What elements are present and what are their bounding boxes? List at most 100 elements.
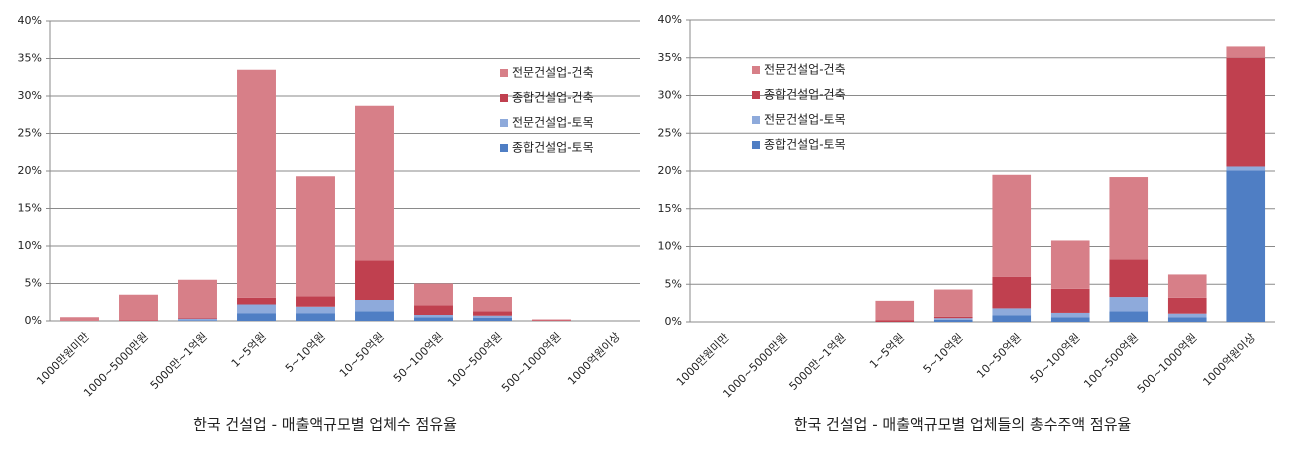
- x-tick-label: 1000~5000만원: [81, 330, 151, 400]
- bar-segment: [178, 279, 217, 318]
- x-tick-label: 50~100억원: [1028, 331, 1083, 386]
- bar-segment: [414, 305, 453, 315]
- legend-swatch: [500, 119, 508, 127]
- bar-segment: [875, 300, 915, 321]
- bar-segment: [1050, 240, 1090, 289]
- x-tick-label: 5000만~1억원: [787, 331, 849, 393]
- bar-segment: [992, 276, 1032, 309]
- y-tick-label: 5%: [665, 277, 682, 290]
- bar-segment: [1050, 288, 1090, 313]
- x-tick-label: 5~10억원: [283, 330, 328, 375]
- bar-segment: [473, 297, 512, 312]
- bar-segment: [1167, 313, 1207, 318]
- bar-segment: [1109, 311, 1149, 322]
- legend-swatch: [500, 144, 508, 152]
- y-tick-label: 15%: [18, 202, 42, 215]
- x-tick-label: 1~5억원: [229, 330, 269, 370]
- legend-swatch: [752, 91, 760, 99]
- bar-segment: [1109, 177, 1149, 260]
- legend-label: 전문건설업-건축: [764, 63, 846, 77]
- y-tick-label: 25%: [18, 127, 42, 140]
- bar-segment: [296, 176, 335, 297]
- x-tick-label: 5~10억원: [921, 331, 966, 376]
- bar-segment: [355, 260, 394, 300]
- legend-swatch: [500, 69, 508, 77]
- bar-segment: [355, 105, 394, 261]
- chart-title: 한국 건설업 - 매출액규모별 업체수 점유율: [193, 416, 457, 434]
- legend-label: 전문건설업-토목: [512, 116, 594, 130]
- bar-segment: [414, 315, 453, 318]
- y-tick-label: 20%: [658, 164, 682, 177]
- bar-segment: [178, 318, 217, 319]
- bar-segment: [473, 311, 512, 316]
- bar-segment: [296, 306, 335, 314]
- bar-segment: [178, 320, 217, 321]
- y-tick-label: 0%: [665, 315, 682, 328]
- bar-segment: [1226, 170, 1266, 322]
- bar-segment: [933, 318, 973, 320]
- bar-segment: [1109, 297, 1149, 312]
- bar-segment: [414, 283, 453, 306]
- y-tick-label: 15%: [658, 202, 682, 215]
- y-tick-label: 10%: [658, 240, 682, 253]
- bar-segment: [1167, 317, 1207, 322]
- bar-segment: [532, 320, 571, 321]
- x-tick-label: 1000~5000만원: [720, 331, 790, 401]
- bar-segment: [60, 317, 99, 321]
- legend-swatch: [500, 94, 508, 102]
- bar-segment: [296, 313, 335, 321]
- bar-segment: [992, 308, 1032, 316]
- legend-label: 종합건설업-토목: [764, 138, 846, 152]
- y-tick-label: 30%: [18, 89, 42, 102]
- bar-segment: [1226, 46, 1266, 58]
- x-tick-label: 10~50억원: [337, 330, 387, 380]
- bar-segment: [992, 174, 1032, 277]
- x-tick-label: 1~5억원: [867, 331, 907, 371]
- chart-title: 한국 건설업 - 매출액규모별 업체들의 총수주액 점유율: [794, 416, 1132, 434]
- y-tick-label: 35%: [658, 51, 682, 64]
- x-tick-label: 500~1000억원: [1135, 331, 1200, 396]
- y-tick-label: 5%: [25, 277, 42, 290]
- bar-segment: [1050, 317, 1090, 322]
- bar-segment: [1109, 259, 1149, 298]
- y-tick-label: 40%: [658, 13, 682, 26]
- bar-segment: [119, 320, 158, 321]
- bar-segment: [933, 289, 973, 317]
- x-tick-label: 50~100억원: [391, 330, 446, 385]
- legend-label: 전문건설업-토목: [764, 113, 846, 127]
- x-tick-label: 500~1000억원: [499, 330, 564, 395]
- x-tick-label: 100~500억원: [1081, 331, 1141, 391]
- y-tick-label: 30%: [658, 89, 682, 102]
- bar-segment: [532, 319, 571, 321]
- bar-segment: [355, 300, 394, 312]
- y-tick-label: 0%: [25, 314, 42, 327]
- y-tick-label: 20%: [18, 164, 42, 177]
- legend-swatch: [752, 141, 760, 149]
- legend-swatch: [752, 66, 760, 74]
- bar-segment: [237, 69, 276, 298]
- bar-segment: [237, 297, 276, 305]
- bar-segment: [473, 315, 512, 318]
- bar-segment: [296, 296, 335, 307]
- bar-segment: [933, 319, 973, 322]
- bar-segment: [1226, 57, 1266, 167]
- legend-label: 종합건설업-토목: [512, 141, 594, 155]
- legend-swatch: [752, 116, 760, 124]
- x-tick-label: 100~500억원: [445, 330, 505, 390]
- bar-segment: [119, 294, 158, 321]
- bar-segment: [1167, 297, 1207, 314]
- bar-segment: [992, 315, 1032, 322]
- y-tick-label: 35%: [18, 52, 42, 65]
- y-tick-label: 40%: [18, 14, 42, 27]
- legend-label: 종합건설업-건축: [512, 91, 594, 105]
- bar-segment: [933, 316, 973, 319]
- bar-segment: [1050, 312, 1090, 318]
- bar-segment: [178, 318, 217, 321]
- x-tick-label: 10~50억원: [974, 331, 1024, 381]
- bar-segment: [355, 311, 394, 321]
- bar-segment: [875, 320, 915, 322]
- bar-segment: [237, 304, 276, 314]
- legend-label: 전문건설업-건축: [512, 66, 594, 80]
